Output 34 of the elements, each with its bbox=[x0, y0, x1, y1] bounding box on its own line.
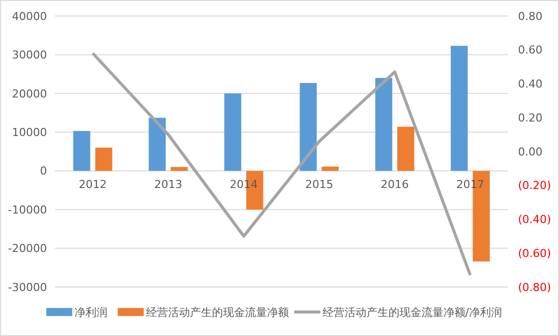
y-tick-label: 30000 bbox=[12, 48, 47, 62]
y-tick-label: 0 bbox=[40, 164, 47, 178]
bar bbox=[300, 82, 317, 171]
y2-tick-label: (0.40) bbox=[518, 213, 552, 226]
y-tick-label: -20000 bbox=[8, 242, 47, 256]
y2-tick-label: (0.60) bbox=[518, 246, 552, 260]
bar bbox=[73, 130, 90, 171]
y2-tick-label: 0.20 bbox=[518, 111, 542, 124]
y-tick-label: -30000 bbox=[8, 280, 47, 294]
y-tick-label: 10000 bbox=[12, 126, 47, 139]
y2-tick-label: 0.60 bbox=[518, 44, 542, 57]
bar bbox=[224, 93, 242, 171]
y2-tick-label: (0.80) bbox=[518, 280, 552, 294]
legend-label: 经营活动产生的现金流量净额 bbox=[146, 306, 289, 319]
bar bbox=[450, 46, 468, 171]
legend-label: 经营活动产生的现金流量净额/净利润 bbox=[322, 306, 502, 319]
x-tick-label: 2016 bbox=[380, 178, 409, 191]
y2-tick-label: 0.00 bbox=[518, 145, 542, 158]
x-tick-label: 2013 bbox=[154, 178, 182, 191]
y-tick-label: -10000 bbox=[8, 203, 47, 216]
y2-tick-label: (0.20) bbox=[518, 179, 552, 192]
bar bbox=[148, 118, 166, 171]
bar bbox=[397, 126, 414, 171]
y2-tick-label: 0.40 bbox=[518, 78, 542, 91]
bar bbox=[322, 166, 339, 171]
x-tick-label: 2015 bbox=[305, 178, 334, 191]
x-tick-label: 2012 bbox=[78, 178, 107, 191]
bar bbox=[170, 166, 188, 171]
bar bbox=[375, 78, 392, 171]
bar bbox=[95, 148, 112, 171]
y2-tick-label: 0.80 bbox=[518, 10, 542, 23]
y-tick-label: 20000 bbox=[12, 87, 47, 100]
legend-label: 净利润 bbox=[74, 306, 108, 319]
y-tick-label: 40000 bbox=[12, 10, 47, 23]
